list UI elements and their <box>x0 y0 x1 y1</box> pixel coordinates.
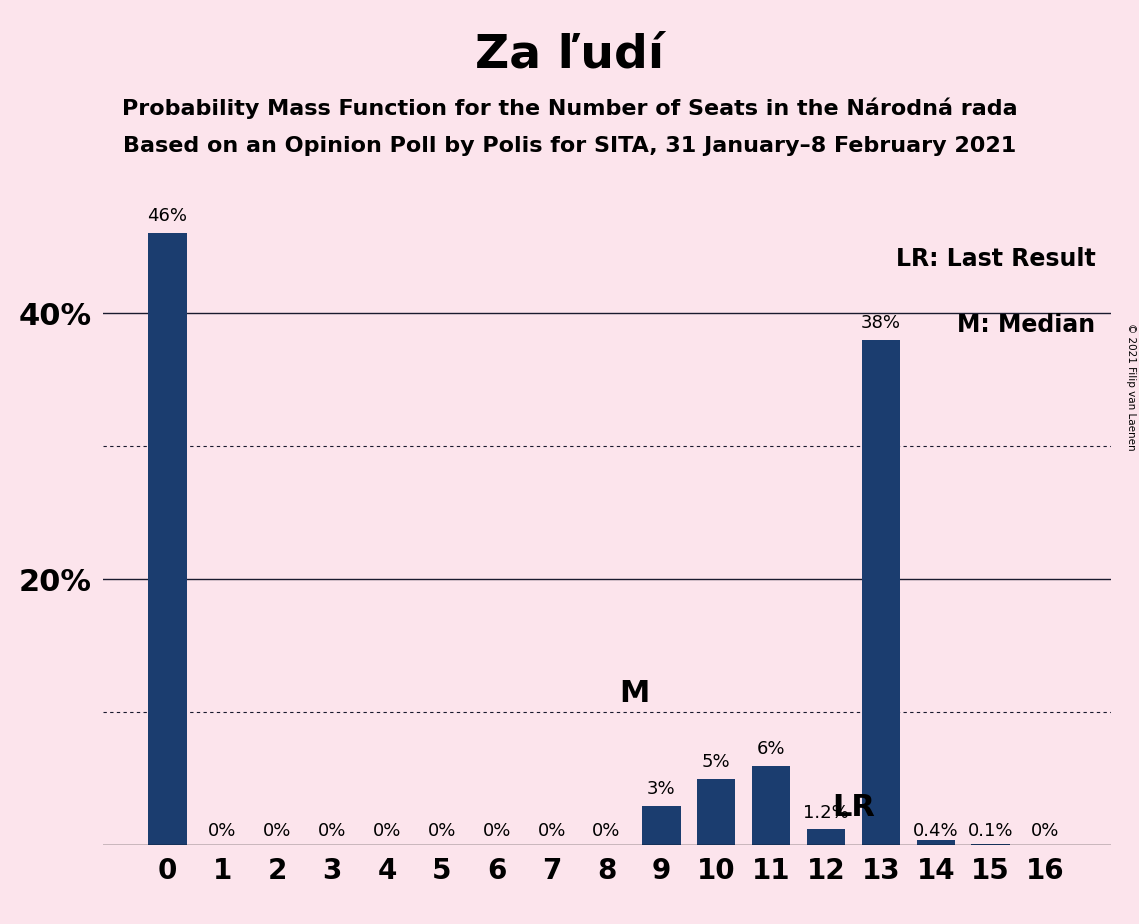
Text: 5%: 5% <box>702 753 730 771</box>
Bar <box>697 779 736 845</box>
Text: 0%: 0% <box>263 822 292 840</box>
Text: 0%: 0% <box>318 822 346 840</box>
Bar <box>862 340 900 845</box>
Text: M: Median: M: Median <box>957 313 1096 337</box>
Text: 0%: 0% <box>538 822 566 840</box>
Text: 0%: 0% <box>372 822 401 840</box>
Text: 0%: 0% <box>208 822 237 840</box>
Text: Za ľudí: Za ľudí <box>475 32 664 78</box>
Text: LR: Last Result: LR: Last Result <box>895 247 1096 271</box>
Text: 0%: 0% <box>592 822 621 840</box>
Text: Based on an Opinion Poll by Polis for SITA, 31 January–8 February 2021: Based on an Opinion Poll by Polis for SI… <box>123 136 1016 156</box>
Bar <box>806 830 845 845</box>
Text: 0%: 0% <box>483 822 511 840</box>
Text: 6%: 6% <box>757 739 786 758</box>
Text: 3%: 3% <box>647 780 675 797</box>
Text: © 2021 Filip van Laenen: © 2021 Filip van Laenen <box>1126 323 1136 451</box>
Text: Probability Mass Function for the Number of Seats in the Národná rada: Probability Mass Function for the Number… <box>122 97 1017 118</box>
Text: 0%: 0% <box>1031 822 1059 840</box>
Text: M: M <box>618 679 649 709</box>
Text: 0.1%: 0.1% <box>968 822 1014 840</box>
Bar <box>642 806 681 845</box>
Text: 38%: 38% <box>861 314 901 332</box>
Text: 0.4%: 0.4% <box>913 822 959 840</box>
Bar <box>917 840 954 845</box>
Text: 46%: 46% <box>148 207 188 225</box>
Bar <box>752 766 790 845</box>
Text: 1.2%: 1.2% <box>803 804 849 821</box>
Text: 0%: 0% <box>428 822 456 840</box>
Text: LR: LR <box>831 793 875 821</box>
Bar <box>148 234 187 845</box>
